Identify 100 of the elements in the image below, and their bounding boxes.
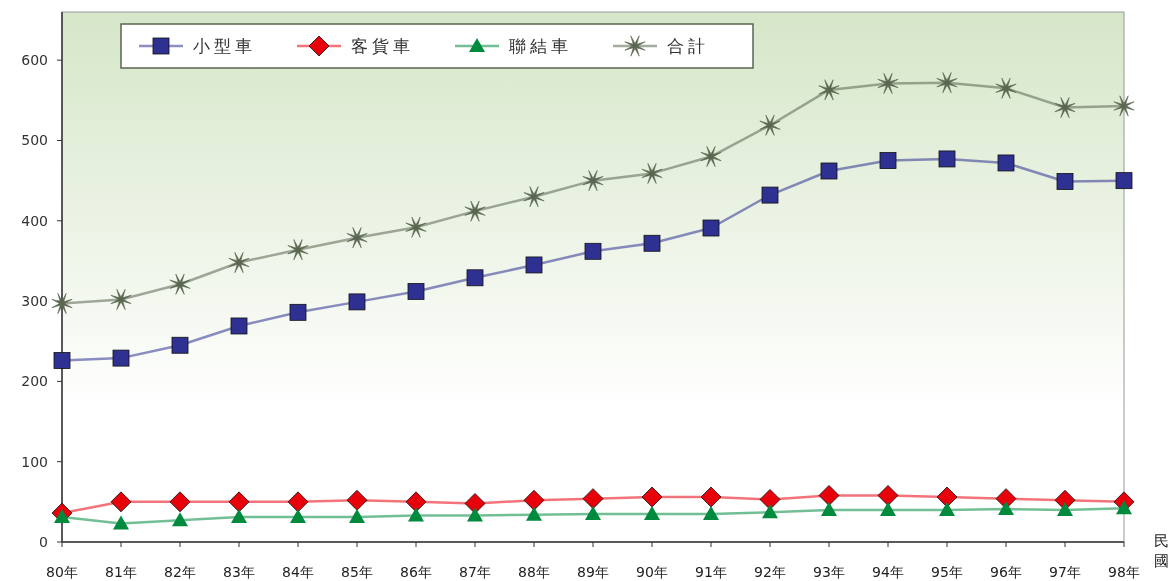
point xyxy=(110,491,132,513)
point xyxy=(110,289,132,310)
point xyxy=(880,501,896,516)
point xyxy=(113,515,129,530)
x-tick-label: 88年 xyxy=(518,564,550,580)
legend-label: 小型車 xyxy=(193,36,256,56)
point xyxy=(938,150,956,168)
point xyxy=(1115,172,1133,190)
x-tick-label: 80年 xyxy=(46,564,78,580)
y-tick-label: 100 xyxy=(21,453,48,470)
x-tick-label: 97年 xyxy=(1049,564,1081,580)
point xyxy=(936,486,958,508)
point xyxy=(644,505,660,520)
point xyxy=(995,77,1017,99)
point xyxy=(112,349,130,367)
point xyxy=(998,501,1014,516)
x-tick-label: 93年 xyxy=(813,564,845,580)
x-tick-label: 87年 xyxy=(459,564,491,580)
point xyxy=(641,162,663,184)
x-tick-label: 95年 xyxy=(931,564,963,580)
x-tick-label: 86年 xyxy=(400,564,432,580)
point xyxy=(228,252,250,274)
point xyxy=(405,216,427,238)
point xyxy=(407,283,425,300)
x-tick-label: 83年 xyxy=(223,564,255,580)
legend-label: 合計 xyxy=(667,36,709,56)
point xyxy=(1113,95,1135,117)
point xyxy=(641,486,663,508)
legend-label: 客貨車 xyxy=(351,36,414,56)
point xyxy=(1056,173,1074,190)
y-tick-label: 500 xyxy=(21,132,48,149)
point xyxy=(349,509,365,524)
point xyxy=(287,239,309,261)
y-tick-label: 300 xyxy=(21,293,48,310)
point xyxy=(821,501,837,516)
x-tick-label: 84年 xyxy=(282,564,314,580)
point xyxy=(997,154,1015,172)
point xyxy=(171,336,189,354)
point xyxy=(467,507,483,522)
point xyxy=(523,186,545,208)
legend-label: 聯結車 xyxy=(509,36,572,56)
x-tick-label: 89年 xyxy=(577,564,609,580)
x-tick-label: 96年 xyxy=(990,564,1022,580)
x-tick-label: 91年 xyxy=(695,564,727,580)
point xyxy=(169,273,191,295)
point xyxy=(525,256,543,274)
point xyxy=(582,488,604,510)
point xyxy=(877,485,899,506)
x-tick-label: 98年 xyxy=(1108,564,1140,580)
point xyxy=(762,504,778,519)
point xyxy=(879,152,897,169)
x-tick-label: 90年 xyxy=(636,564,668,580)
point xyxy=(761,186,779,204)
x-tick-label: 81年 xyxy=(105,564,137,580)
point xyxy=(346,489,368,511)
point xyxy=(818,485,840,506)
point xyxy=(231,509,247,524)
point xyxy=(346,227,368,249)
point xyxy=(466,269,484,287)
point xyxy=(348,293,366,311)
x-tick-label: 85年 xyxy=(341,564,373,580)
point xyxy=(877,73,899,94)
x-tick-label: 92年 xyxy=(754,564,786,580)
point xyxy=(169,491,191,513)
point xyxy=(700,486,722,508)
point xyxy=(702,219,720,237)
x-tick-label: 94年 xyxy=(872,564,904,580)
point xyxy=(464,493,486,514)
y-tick-label: 200 xyxy=(21,373,48,390)
point xyxy=(289,303,307,321)
y-tick-label: 600 xyxy=(21,52,48,69)
point xyxy=(759,114,781,136)
point xyxy=(1057,501,1073,516)
point xyxy=(523,489,545,511)
point xyxy=(287,491,309,513)
point xyxy=(820,162,838,180)
point xyxy=(582,170,604,192)
point xyxy=(51,293,73,314)
x-tick-label: 82年 xyxy=(164,564,196,580)
point xyxy=(526,506,542,521)
point xyxy=(230,317,248,335)
y-tick-label: 400 xyxy=(21,212,48,229)
point xyxy=(464,200,486,222)
point xyxy=(290,509,306,524)
point xyxy=(585,505,601,520)
point xyxy=(703,505,719,520)
point xyxy=(405,491,427,513)
point xyxy=(818,79,840,101)
x-axis-title: 民國 xyxy=(1154,532,1169,570)
point xyxy=(700,146,722,168)
point xyxy=(939,501,955,516)
point xyxy=(936,72,958,94)
point xyxy=(408,507,424,522)
point xyxy=(53,352,71,369)
point xyxy=(759,489,781,510)
point xyxy=(172,512,188,527)
point xyxy=(584,242,602,260)
y-tick-label: 0 xyxy=(39,534,48,550)
point xyxy=(643,234,661,252)
point xyxy=(228,491,250,513)
